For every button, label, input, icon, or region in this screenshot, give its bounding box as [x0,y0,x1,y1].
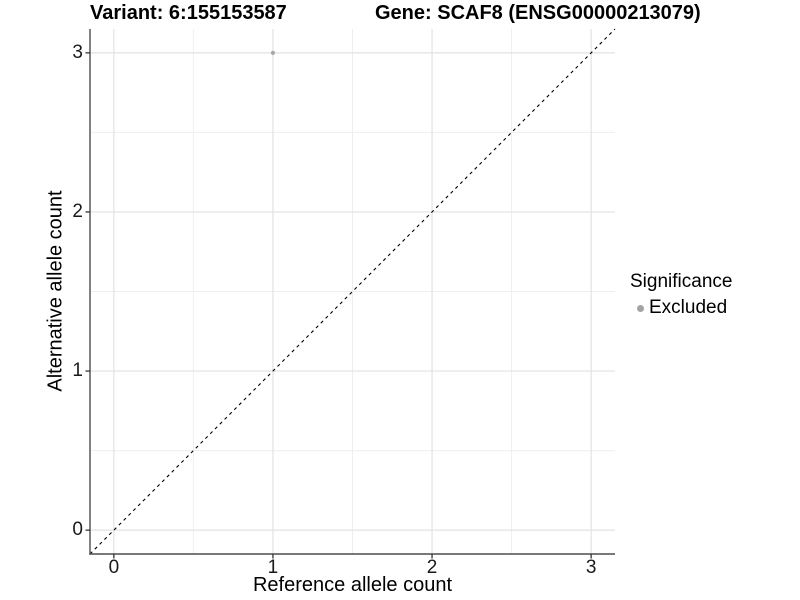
y-tick-label: 2 [72,200,83,222]
x-axis-title: Reference allele count [252,574,452,596]
legend-title: Significance [630,271,733,292]
y-tick-label: 0 [72,519,83,541]
legend-marker-dot-icon [637,304,644,312]
legend-entry-excluded: Excluded [630,297,732,319]
legend-entry-label: Excluded [649,297,728,318]
data-point-excluded [270,50,276,55]
variant-title: Variant: 6:155153587 [90,2,287,24]
gene-title: Gene: SCAF8 (ENSG00000213079) [375,2,701,24]
x-tick-label: 0 [108,557,120,578]
y-tick-label: 3 [72,41,83,63]
x-tick-label: 2 [426,557,438,578]
y-tick-label: 1 [72,360,83,382]
x-tick-label: 1 [267,557,279,578]
identity-line [89,28,616,555]
y-axis-title: Alternative allele count [44,190,67,392]
x-tick-label: 3 [585,557,597,578]
legend: Significance Excluded [630,270,732,319]
